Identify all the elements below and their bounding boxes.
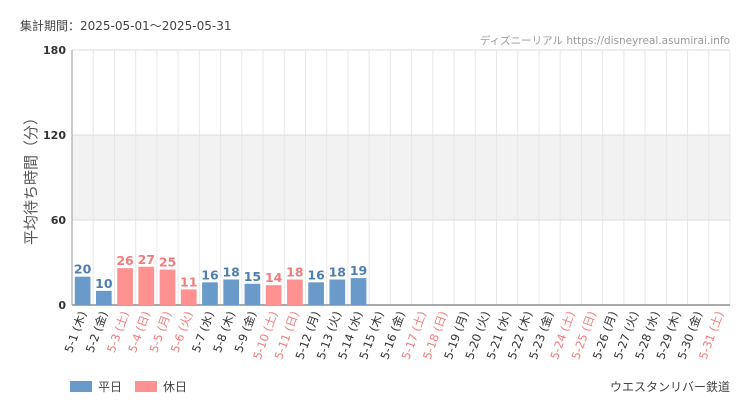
y-tick-label: 120 (43, 129, 66, 142)
bar-value-label: 18 (222, 265, 239, 280)
bar-value-label: 15 (244, 269, 261, 284)
legend-holiday: 休日 (135, 378, 187, 395)
bar-value-label: 18 (286, 265, 303, 280)
bar-value-label: 27 (138, 252, 155, 267)
y-tick-label: 0 (58, 299, 66, 312)
legend-weekday-swatch (70, 381, 92, 392)
y-tick-label: 180 (43, 44, 66, 57)
bar-value-label: 20 (74, 262, 92, 277)
bar-value-label: 19 (350, 263, 367, 278)
bar (117, 268, 133, 305)
bar-value-label: 11 (180, 274, 197, 289)
legend-holiday-label: 休日 (163, 380, 188, 394)
attraction-name: ウエスタンリバー鉄道 (609, 380, 730, 394)
bar (265, 285, 282, 305)
legend-weekday: 平日 (70, 378, 122, 395)
grid-band (72, 135, 730, 220)
legend-holiday-swatch (135, 381, 157, 392)
bar-value-label: 16 (201, 267, 219, 282)
period-label: 集計期間：2025-05-01～2025-05-31 (20, 19, 232, 33)
bar (180, 289, 197, 305)
bar-value-label: 26 (116, 253, 134, 268)
bar-value-label: 14 (265, 270, 283, 285)
bar (308, 282, 324, 305)
bar-value-label: 16 (307, 267, 325, 282)
bar (159, 269, 176, 305)
bar-value-label: 18 (329, 265, 346, 280)
bar (350, 278, 367, 305)
bar (329, 279, 346, 305)
bar (74, 276, 91, 305)
bar (138, 266, 155, 305)
bar (202, 282, 218, 305)
site-watermark: ディズニーリアル https://disneyreal.asumirai.inf… (479, 35, 730, 47)
y-tick-label: 60 (51, 214, 67, 227)
y-axis-label: 平均待ち時間（分） (22, 110, 40, 245)
bar (223, 279, 240, 305)
legend-weekday-label: 平日 (98, 380, 123, 394)
bar-value-label: 25 (159, 255, 176, 270)
bar-value-label: 10 (95, 276, 113, 291)
bar (244, 283, 261, 305)
bar (287, 279, 303, 305)
bar (95, 290, 112, 305)
